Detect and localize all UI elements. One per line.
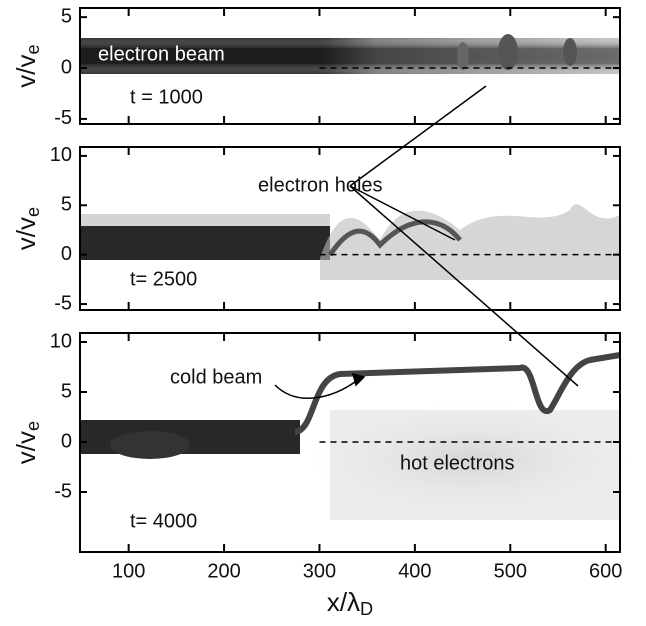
- x-tick-label: 300: [303, 560, 336, 582]
- y-axis-label: v/ve: [11, 421, 43, 464]
- x-tick-label: 200: [207, 560, 240, 582]
- x-tick-label: 100: [112, 560, 145, 582]
- y-tick-label: 5: [61, 5, 72, 27]
- x-axis-label-subscript: D: [360, 599, 373, 619]
- plot-frame: [79, 146, 621, 311]
- y-tick-label: -5: [54, 107, 72, 129]
- x-tick-label: 500: [494, 560, 527, 582]
- y-tick-label: 5: [61, 380, 72, 402]
- y-axis-label-base: v/v: [11, 431, 41, 464]
- x-tick-label: 400: [398, 560, 431, 582]
- y-axis-label: v/ve: [11, 44, 43, 87]
- y-tick-label: -5: [54, 292, 72, 314]
- y-axis-label-subscript: e: [23, 421, 43, 431]
- y-axis-label-base: v/v: [11, 54, 41, 87]
- density-decoration: [80, 34, 640, 520]
- y-tick-label: -5: [54, 480, 72, 502]
- annotation: t= 4000: [130, 510, 197, 532]
- y-tick-label: 10: [50, 330, 72, 352]
- y-tick-label: 10: [50, 144, 72, 166]
- annotation-arrows: [274, 85, 579, 399]
- x-axis-label: x/λD: [327, 587, 373, 619]
- y-tick-label: 0: [61, 243, 72, 265]
- x-tick-label: 600: [589, 560, 622, 582]
- annotation: electron holes: [258, 174, 383, 196]
- y-axis-label: v/ve: [11, 207, 43, 250]
- y-axis-label-subscript: e: [23, 207, 43, 217]
- annotation: t = 1000: [130, 86, 203, 108]
- y-axis-label-subscript: e: [23, 44, 43, 54]
- x-axis-label-base: x/λ: [327, 587, 360, 617]
- y-tick-label: 5: [61, 194, 72, 216]
- y-tick-label: 0: [61, 56, 72, 78]
- annotation: t= 2500: [130, 268, 197, 290]
- plot-frame: [79, 7, 621, 125]
- annotation: cold beam: [170, 366, 262, 388]
- y-axis-label-base: v/v: [11, 217, 41, 250]
- annotation: hot electrons: [400, 452, 515, 474]
- y-tick-label: 0: [61, 430, 72, 452]
- annotation: electron beam: [98, 43, 225, 65]
